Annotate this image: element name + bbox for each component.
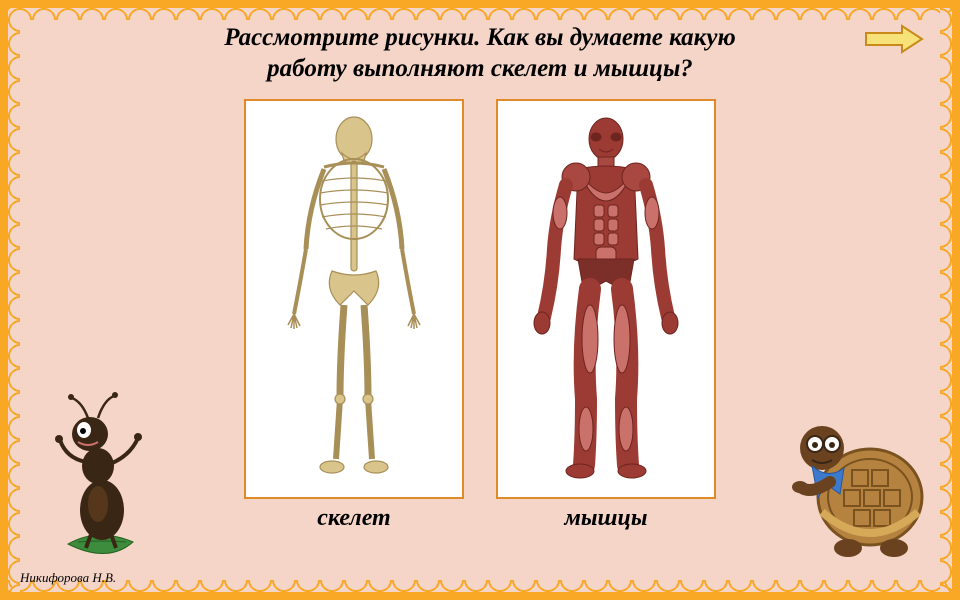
caption-skeleton: скелет — [244, 505, 464, 532]
skeleton-icon — [254, 109, 454, 489]
arrow-right-icon — [864, 24, 924, 54]
slide-frame: Рассмотрите рисунки. Как вы думаете каку… — [0, 0, 960, 600]
slide-title: Рассмотрите рисунки. Как вы думаете каку… — [22, 22, 938, 93]
scallop-edge-right — [940, 8, 960, 592]
turtle-character-icon — [782, 402, 932, 562]
scallop-edge-top — [8, 0, 952, 20]
figure-skeleton — [244, 99, 464, 499]
author-credit: Никифорова Н.В. — [20, 570, 116, 586]
panel: Рассмотрите рисунки. Как вы думаете каку… — [8, 8, 952, 592]
scallop-edge-left — [0, 8, 20, 592]
caption-muscles: мышцы — [496, 505, 716, 532]
next-button[interactable] — [864, 24, 924, 54]
ant-character-icon — [38, 392, 158, 562]
muscles-icon — [506, 109, 706, 489]
scallop-edge-bottom — [8, 580, 952, 600]
title-line-1: Рассмотрите рисунки. Как вы думаете каку… — [224, 24, 735, 51]
figure-muscles — [496, 99, 716, 499]
title-line-2: работу выполняют скелет и мышцы? — [267, 55, 693, 82]
